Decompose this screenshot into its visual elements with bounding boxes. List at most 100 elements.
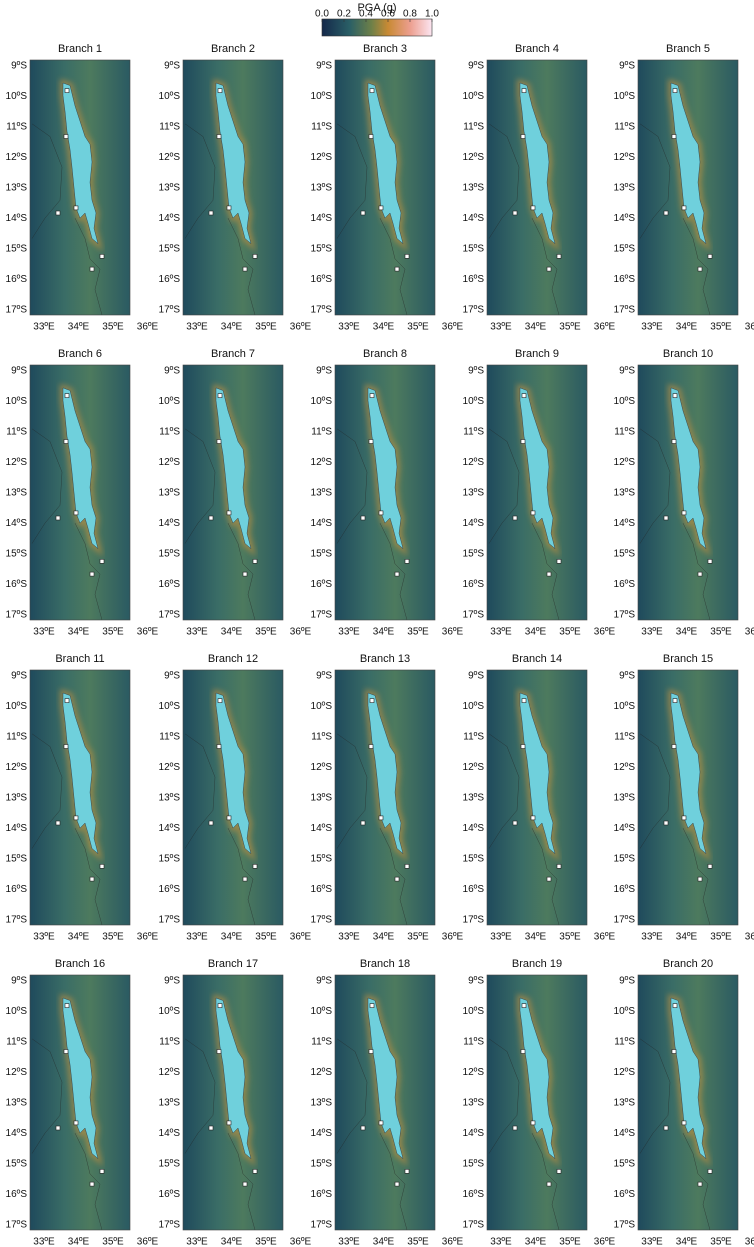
panel-title: Branch 13 [360,653,410,665]
border [682,1132,711,1231]
lat-label: 13ºS [6,183,28,194]
town-marker [521,698,527,703]
lat-label: 11ºS [463,122,484,133]
map-panel: Branch 13 9ºS 10ºS 11ºS 12ºS 13ºS 14ºS 15ºS 16ºS… [311,653,464,943]
lon-label: 35ºE [559,322,581,333]
panel-title: Branch 15 [663,653,713,665]
map-panel: Branch 5 9ºS 10ºS 11ºS 12ºS 13ºS 14ºS 15ºS 16ºS 1… [614,43,754,333]
lat-label: 17ºS [463,1220,485,1231]
lat-label: 16ºS [614,579,636,590]
lat-label: 17ºS [614,1220,636,1231]
border [531,217,560,316]
map-frame [29,669,131,926]
lat-label: 12ºS [311,152,333,163]
lat-label: 16ºS [159,1189,181,1200]
town-marker [707,864,713,869]
border [531,1132,560,1231]
lat-label: 17ºS [6,1220,28,1231]
town-marker [671,439,677,444]
panel-title: Branch 3 [363,43,407,55]
lat-label: 16ºS [6,1189,28,1200]
lat-label: 13ºS [614,488,636,499]
town-marker [55,1125,61,1131]
lat-label: 13ºS [6,488,28,499]
lat-label: 10ºS [463,91,485,102]
town-marker [707,1169,713,1174]
town-marker [404,1169,410,1174]
map-frame [637,669,739,926]
lat-label: 13ºS [311,793,333,804]
lat-label: 10ºS [463,1006,485,1017]
lat-label: 9ºS [164,61,180,72]
lat-label: 11ºS [463,427,484,438]
map-panel: Branch 4 9ºS 10ºS 11ºS 12ºS 13ºS 14ºS 15ºS 16ºS 1… [463,43,616,333]
lon-label: 33ºE [338,932,360,943]
town-marker [208,515,214,521]
border [682,827,711,926]
lat-label: 12ºS [6,762,28,773]
map-panel: Branch 8 9ºS 10ºS 11ºS 12ºS 13ºS 14ºS 15ºS 16ºS 1… [311,348,464,638]
lat-label: 10ºS [6,396,28,407]
lon-label: 35ºE [102,627,124,638]
lat-label: 14ºS [463,213,485,224]
map-panel: Branch 15 9ºS 10ºS 11ºS 12ºS 13ºS 14ºS 15ºS 16ºS… [614,653,754,943]
lat-label: 14ºS [463,1128,485,1139]
lat-label: 16ºS [463,1189,485,1200]
border [488,123,520,239]
town-marker [672,88,678,93]
map-frame [637,59,739,316]
lon-label: 34ºE [221,1237,243,1247]
lake [215,387,252,550]
lon-label: 35ºE [710,932,732,943]
town-marker [521,88,527,93]
colorbar [321,18,433,37]
lat-label: 15ºS [6,549,28,560]
lat-label: 14ºS [159,518,181,529]
map-frame [182,59,284,316]
lat-label: 14ºS [463,823,485,834]
town-marker [89,571,95,577]
lat-label: 14ºS [159,1128,181,1139]
lon-label: 34ºE [676,1237,698,1247]
town-marker [520,744,526,749]
town-marker [520,439,526,444]
lon-label: 35ºE [710,1237,732,1247]
lat-label: 14ºS [614,213,636,224]
lat-label: 13ºS [159,1098,181,1109]
lat-label: 9ºS [316,671,332,682]
lake [670,997,707,1160]
town-marker [242,876,248,882]
lon-label: 35ºE [255,932,277,943]
town-marker [671,1049,677,1054]
town-marker [226,1120,232,1126]
map-frame [182,669,284,926]
lat-label: 11ºS [6,427,27,438]
town-marker [556,864,562,869]
lat-label: 15ºS [311,549,333,560]
town-marker [394,876,400,882]
lat-label: 17ºS [463,305,485,316]
lat-label: 15ºS [6,1159,28,1170]
map-frame [29,364,131,621]
lat-label: 11ºS [159,732,180,743]
lon-label: 36ºE [745,932,754,943]
lon-label: 36ºE [442,932,464,943]
lat-label: 12ºS [614,762,636,773]
lon-label: 35ºE [559,1237,581,1247]
lon-label: 35ºE [255,1237,277,1247]
town-marker [530,510,536,516]
lat-label: 10ºS [159,396,181,407]
lat-label: 17ºS [614,305,636,316]
lat-label: 11ºS [614,732,635,743]
lake [62,997,99,1160]
town-marker [663,820,669,826]
lon-label: 33ºE [33,627,55,638]
lon-label: 34ºE [68,932,90,943]
lake [62,692,99,855]
map-panel: Branch 6 9ºS 10ºS 11ºS 12ºS 13ºS 14ºS 15ºS 16ºS 1… [6,348,159,638]
lon-label: 34ºE [373,1237,395,1247]
panel-title: Branch 17 [208,958,258,970]
lat-label: 9ºS [468,976,484,987]
lat-label: 10ºS [6,91,28,102]
